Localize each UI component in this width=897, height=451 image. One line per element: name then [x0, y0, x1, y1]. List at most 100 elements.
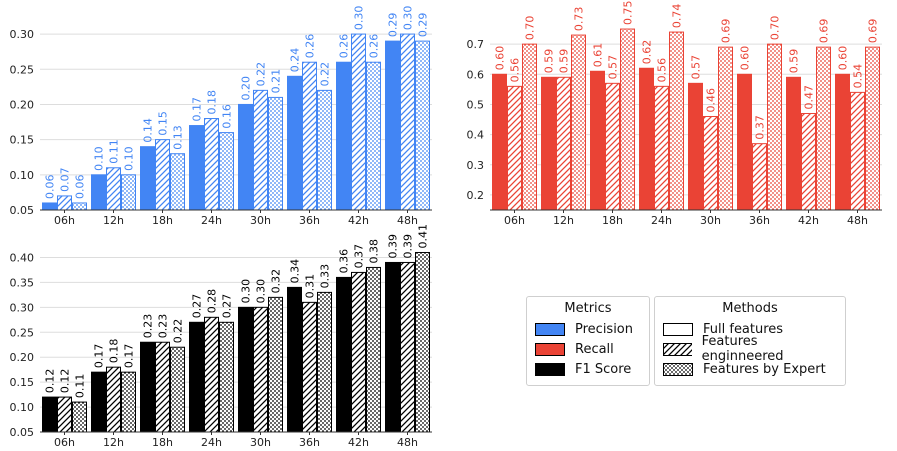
y-tick-label: 0.30	[10, 28, 35, 41]
bar	[492, 73, 507, 211]
x-tick-label: 48h	[397, 436, 418, 449]
bar	[189, 125, 204, 211]
y-tick-label: 0.20	[10, 351, 35, 364]
legend-item-f1-score: F1 Score	[535, 359, 641, 379]
bar	[302, 61, 317, 211]
data-label: 0.61	[592, 43, 605, 68]
bar	[72, 202, 87, 211]
x-tick-label: 24h	[201, 436, 222, 449]
data-label: 0.38	[368, 239, 381, 264]
data-label: 0.70	[524, 16, 537, 41]
data-label: 0.24	[289, 48, 302, 73]
data-label: 0.30	[255, 279, 268, 304]
data-label: 0.17	[93, 344, 106, 369]
data-label: 0.06	[44, 174, 57, 199]
bar	[72, 401, 87, 433]
bar	[253, 89, 268, 211]
data-label: 0.29	[387, 13, 400, 38]
bar	[302, 301, 317, 433]
y-tick-label: 0.10	[10, 401, 35, 414]
bar	[253, 306, 268, 433]
data-label: 0.13	[172, 125, 185, 150]
x-tick-label: 06h	[54, 436, 75, 449]
bar	[155, 341, 170, 433]
data-label: 0.59	[558, 49, 571, 74]
legend-label-features-engineered: Features enginneered	[701, 334, 784, 364]
bar	[571, 34, 586, 211]
bar	[522, 43, 537, 211]
x-tick-label: 06h	[54, 214, 75, 227]
bar	[57, 195, 72, 211]
bar	[786, 76, 801, 211]
x-tick-label: 06h	[504, 214, 525, 227]
bar	[767, 43, 782, 211]
x-tick-label: 24h	[651, 214, 672, 227]
bar	[541, 76, 556, 211]
data-label: 0.18	[206, 90, 219, 115]
bar	[865, 46, 880, 211]
data-label: 0.39	[402, 234, 415, 259]
methods-legend-title: Methods	[722, 301, 778, 316]
bar	[336, 61, 351, 211]
y-tick-label: 0.35	[10, 276, 35, 289]
bar	[121, 174, 136, 211]
y-tick-label: 0.4	[467, 129, 485, 142]
data-label: 0.27	[221, 294, 234, 319]
legend-item-precision: Precision	[535, 319, 641, 339]
y-tick-label: 0.10	[10, 169, 35, 182]
features-engineered-swatch	[663, 342, 692, 356]
bar	[850, 91, 865, 211]
bar	[366, 61, 381, 211]
data-label: 0.07	[59, 167, 72, 192]
data-label: 0.70	[769, 16, 782, 41]
y-tick-label: 0.25	[10, 63, 35, 76]
data-label: 0.37	[754, 115, 767, 140]
bar	[57, 396, 72, 433]
y-tick-label: 0.25	[10, 326, 35, 339]
bar	[219, 132, 234, 211]
x-tick-label: 48h	[397, 214, 418, 227]
data-label: 0.22	[172, 319, 185, 344]
bar	[336, 276, 351, 433]
y-tick-label: 0.7	[467, 38, 485, 51]
x-tick-label: 30h	[250, 214, 271, 227]
bar	[718, 46, 733, 211]
bar	[752, 143, 767, 211]
legend-item-features-by-expert: Features by Expert	[663, 359, 837, 379]
bar	[140, 146, 155, 211]
legend-label-recall: Recall	[575, 341, 614, 357]
bar	[106, 167, 121, 211]
bar	[317, 89, 332, 211]
bar	[170, 153, 185, 211]
data-label: 0.57	[607, 55, 620, 80]
data-label: 0.60	[739, 46, 752, 71]
x-tick-label: 42h	[348, 436, 369, 449]
data-label: 0.26	[304, 34, 317, 59]
data-label: 0.37	[353, 244, 366, 269]
data-label: 0.69	[867, 19, 880, 44]
data-label: 0.30	[402, 6, 415, 31]
data-label: 0.31	[304, 274, 317, 299]
bar	[816, 46, 831, 211]
data-label: 0.22	[319, 62, 332, 87]
bar	[140, 341, 155, 433]
x-tick-label: 12h	[553, 214, 574, 227]
data-label: 0.29	[417, 13, 430, 38]
data-label: 0.69	[818, 19, 831, 44]
legend-label-features-by-expert: Features by Expert	[703, 361, 826, 377]
bar	[42, 396, 57, 433]
bar	[385, 261, 400, 433]
data-label: 0.62	[641, 40, 654, 65]
data-label: 0.59	[543, 49, 556, 74]
data-label: 0.36	[338, 249, 351, 274]
data-label: 0.60	[494, 46, 507, 71]
data-label: 0.12	[59, 369, 72, 394]
data-label: 0.16	[221, 104, 234, 129]
y-tick-label: 0.6	[467, 68, 485, 81]
data-label: 0.21	[270, 69, 283, 94]
data-label: 0.26	[368, 34, 381, 59]
data-label: 0.23	[142, 314, 155, 339]
y-tick-label: 0.05	[10, 426, 35, 439]
metrics-legend: Metrics Precision Recall F1 Score	[526, 296, 650, 386]
legend-item-recall: Recall	[535, 339, 641, 359]
